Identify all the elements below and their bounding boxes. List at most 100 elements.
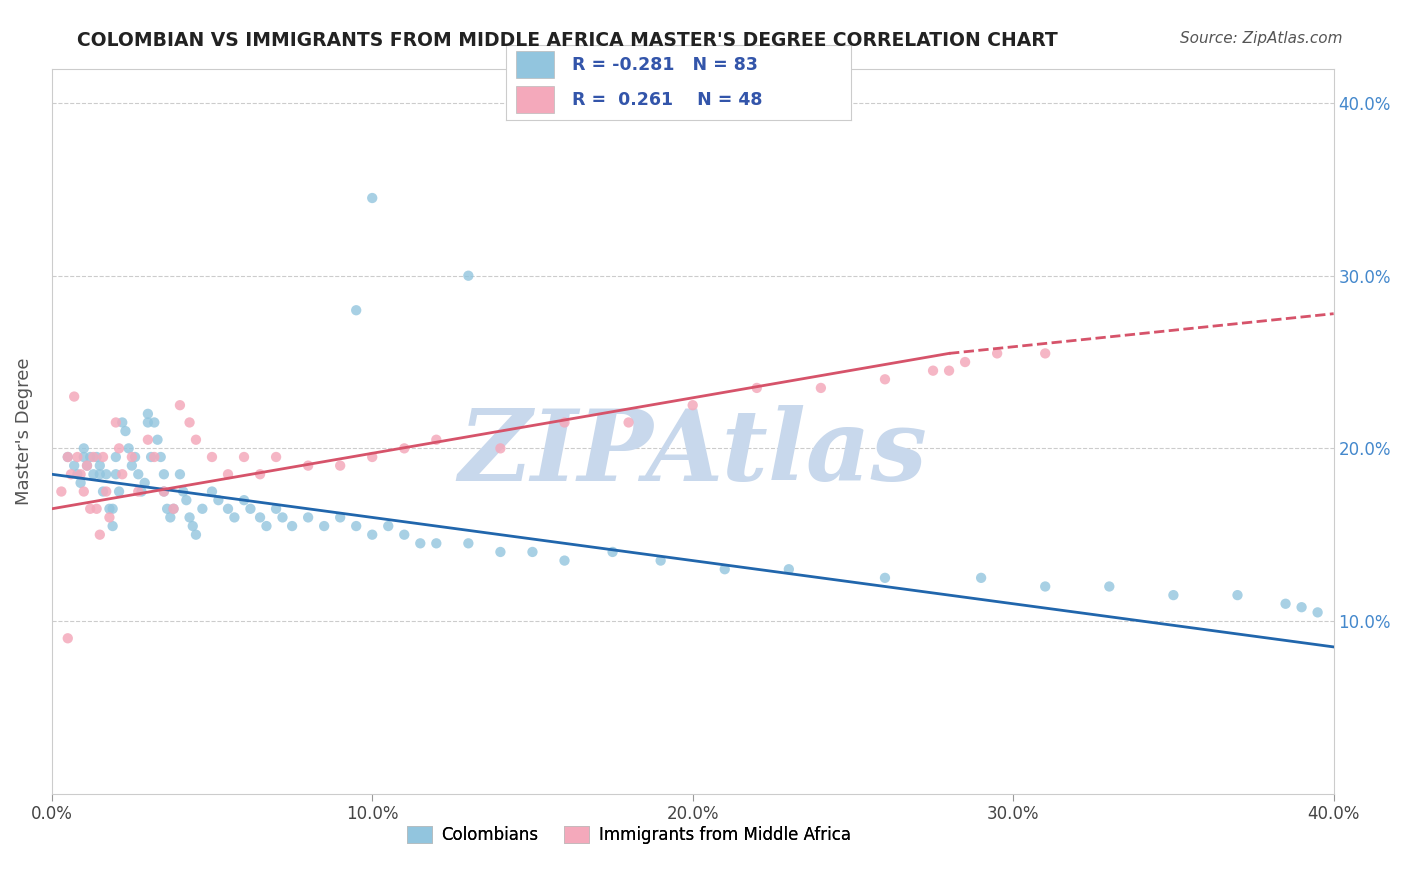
Point bbox=[73, 442, 96, 456]
Point bbox=[162, 501, 184, 516]
Point bbox=[159, 510, 181, 524]
Point bbox=[329, 510, 352, 524]
Point bbox=[344, 303, 367, 318]
Point bbox=[1163, 588, 1185, 602]
Text: R = -0.281   N = 83: R = -0.281 N = 83 bbox=[572, 55, 758, 74]
Point bbox=[156, 501, 179, 516]
Point bbox=[553, 553, 575, 567]
Point bbox=[51, 484, 73, 499]
Point bbox=[91, 450, 114, 464]
Point bbox=[136, 407, 159, 421]
Point bbox=[69, 467, 91, 482]
Point bbox=[873, 571, 896, 585]
Point bbox=[457, 268, 479, 283]
Point bbox=[617, 416, 640, 430]
Point bbox=[281, 519, 304, 533]
Point bbox=[104, 467, 127, 482]
Point bbox=[127, 484, 149, 499]
Point bbox=[176, 493, 198, 508]
Text: ZIPAtlas: ZIPAtlas bbox=[458, 405, 927, 501]
Point bbox=[149, 450, 172, 464]
Point bbox=[553, 416, 575, 430]
Point bbox=[1274, 597, 1296, 611]
Point bbox=[425, 433, 447, 447]
Point bbox=[207, 493, 229, 508]
Point bbox=[179, 510, 201, 524]
Point bbox=[118, 442, 141, 456]
Point bbox=[329, 458, 352, 473]
Point bbox=[76, 458, 98, 473]
Point bbox=[66, 450, 89, 464]
Point bbox=[409, 536, 432, 550]
Point bbox=[602, 545, 624, 559]
Point bbox=[249, 467, 271, 482]
Text: COLOMBIAN VS IMMIGRANTS FROM MIDDLE AFRICA MASTER'S DEGREE CORRELATION CHART: COLOMBIAN VS IMMIGRANTS FROM MIDDLE AFRI… bbox=[77, 31, 1059, 50]
Point bbox=[1291, 600, 1313, 615]
Point bbox=[1098, 579, 1121, 593]
Point bbox=[201, 450, 224, 464]
Point bbox=[249, 510, 271, 524]
Point bbox=[377, 519, 399, 533]
Point bbox=[181, 519, 204, 533]
Legend: Colombians, Immigrants from Middle Africa: Colombians, Immigrants from Middle Afric… bbox=[399, 819, 858, 851]
Point bbox=[361, 450, 384, 464]
Point bbox=[134, 475, 156, 490]
Point bbox=[239, 501, 262, 516]
Point bbox=[1306, 606, 1329, 620]
Point bbox=[104, 450, 127, 464]
Point bbox=[63, 390, 86, 404]
Point bbox=[745, 381, 768, 395]
Point bbox=[104, 416, 127, 430]
Point bbox=[217, 467, 239, 482]
Point bbox=[873, 372, 896, 386]
Point bbox=[297, 458, 319, 473]
Point bbox=[233, 450, 256, 464]
Point bbox=[143, 450, 166, 464]
Point bbox=[56, 450, 79, 464]
Point bbox=[143, 416, 166, 430]
Point bbox=[314, 519, 336, 533]
Text: R =  0.261    N = 48: R = 0.261 N = 48 bbox=[572, 91, 762, 109]
Point bbox=[146, 433, 169, 447]
Point bbox=[650, 553, 672, 567]
Point bbox=[810, 381, 832, 395]
FancyBboxPatch shape bbox=[516, 87, 554, 112]
Point bbox=[778, 562, 800, 576]
Point bbox=[425, 536, 447, 550]
Point bbox=[73, 484, 96, 499]
Point bbox=[201, 484, 224, 499]
Point bbox=[86, 501, 108, 516]
Point bbox=[101, 501, 124, 516]
Point bbox=[63, 458, 86, 473]
Point bbox=[82, 467, 104, 482]
Point bbox=[162, 501, 184, 516]
Point bbox=[79, 501, 101, 516]
FancyBboxPatch shape bbox=[516, 52, 554, 78]
Point bbox=[344, 519, 367, 533]
Point bbox=[256, 519, 278, 533]
Point bbox=[89, 467, 111, 482]
Point bbox=[101, 519, 124, 533]
Point bbox=[489, 545, 512, 559]
Point bbox=[224, 510, 246, 524]
Point bbox=[89, 527, 111, 541]
Point bbox=[264, 501, 287, 516]
Point bbox=[82, 450, 104, 464]
Point bbox=[96, 484, 118, 499]
Point bbox=[153, 484, 176, 499]
Point bbox=[131, 484, 153, 499]
Point bbox=[69, 475, 91, 490]
Point bbox=[121, 450, 143, 464]
Point bbox=[986, 346, 1008, 360]
Point bbox=[169, 467, 191, 482]
Point bbox=[1226, 588, 1249, 602]
Point bbox=[91, 484, 114, 499]
Point bbox=[184, 527, 207, 541]
Point bbox=[86, 450, 108, 464]
Point bbox=[1033, 346, 1056, 360]
Point bbox=[682, 398, 704, 412]
Point bbox=[271, 510, 294, 524]
Point bbox=[108, 442, 131, 456]
Point bbox=[217, 501, 239, 516]
Point bbox=[153, 484, 176, 499]
